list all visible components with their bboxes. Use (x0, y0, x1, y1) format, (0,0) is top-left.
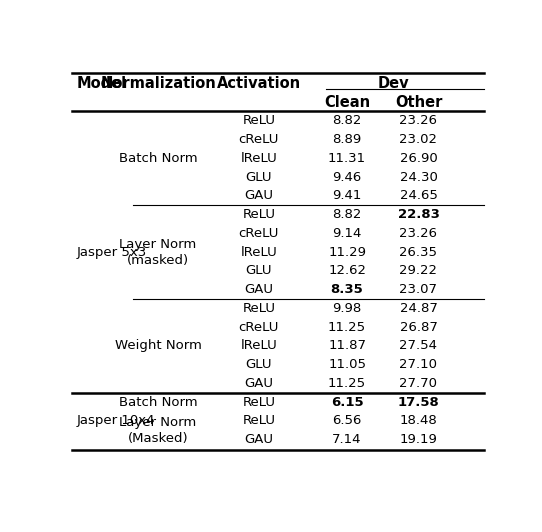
Text: Layer Norm
(masked): Layer Norm (masked) (119, 238, 197, 267)
Text: 11.31: 11.31 (328, 152, 366, 165)
Text: Batch Norm: Batch Norm (119, 152, 197, 165)
Text: GLU: GLU (246, 171, 272, 184)
Text: 9.98: 9.98 (332, 302, 362, 315)
Text: 27.10: 27.10 (399, 358, 437, 371)
Text: 9.14: 9.14 (332, 227, 362, 240)
Text: 12.62: 12.62 (328, 264, 366, 277)
Text: 27.70: 27.70 (399, 377, 437, 390)
Text: Jasper 10x4: Jasper 10x4 (76, 414, 154, 427)
Text: GLU: GLU (246, 264, 272, 277)
Text: 8.89: 8.89 (332, 133, 362, 146)
Text: 24.87: 24.87 (399, 302, 437, 315)
Text: 19.19: 19.19 (399, 433, 437, 446)
Text: ReLU: ReLU (242, 396, 275, 409)
Text: ReLU: ReLU (242, 114, 275, 128)
Text: 11.05: 11.05 (328, 358, 366, 371)
Text: Weight Norm: Weight Norm (114, 339, 202, 352)
Text: GAU: GAU (244, 189, 273, 202)
Text: 23.26: 23.26 (399, 227, 437, 240)
Text: Other: Other (395, 95, 442, 110)
Text: 26.35: 26.35 (399, 246, 437, 259)
Text: Normalization: Normalization (100, 76, 216, 91)
Text: 11.29: 11.29 (328, 246, 366, 259)
Text: 17.58: 17.58 (398, 396, 440, 409)
Text: 11.87: 11.87 (328, 339, 366, 352)
Text: 7.14: 7.14 (332, 433, 362, 446)
Text: 9.41: 9.41 (332, 189, 362, 202)
Text: Activation: Activation (217, 76, 301, 91)
Text: Batch Norm: Batch Norm (119, 396, 197, 409)
Text: GAU: GAU (244, 433, 273, 446)
Text: ReLU: ReLU (242, 302, 275, 315)
Text: Jasper 5x3: Jasper 5x3 (76, 246, 146, 259)
Text: ReLU: ReLU (242, 414, 275, 427)
Text: 26.87: 26.87 (399, 321, 437, 334)
Text: 11.25: 11.25 (328, 321, 366, 334)
Text: GLU: GLU (246, 358, 272, 371)
Text: 23.02: 23.02 (399, 133, 437, 146)
Text: 23.26: 23.26 (399, 114, 437, 128)
Text: 18.48: 18.48 (399, 414, 437, 427)
Text: 8.35: 8.35 (331, 283, 364, 296)
Text: GAU: GAU (244, 283, 273, 296)
Text: 27.54: 27.54 (399, 339, 437, 352)
Text: 29.22: 29.22 (399, 264, 437, 277)
Text: lReLU: lReLU (241, 152, 278, 165)
Text: 6.15: 6.15 (331, 396, 363, 409)
Text: 8.82: 8.82 (332, 114, 362, 128)
Text: 23.07: 23.07 (399, 283, 437, 296)
Text: 6.56: 6.56 (332, 414, 362, 427)
Text: cReLU: cReLU (238, 227, 279, 240)
Text: ReLU: ReLU (242, 208, 275, 221)
Text: Clean: Clean (324, 95, 370, 110)
Text: Model: Model (76, 76, 126, 91)
Text: 9.46: 9.46 (332, 171, 362, 184)
Text: Layer Norm
(Masked): Layer Norm (Masked) (119, 415, 197, 445)
Text: cReLU: cReLU (238, 133, 279, 146)
Text: lReLU: lReLU (241, 246, 278, 259)
Text: 11.25: 11.25 (328, 377, 366, 390)
Text: 24.30: 24.30 (399, 171, 437, 184)
Text: cReLU: cReLU (238, 321, 279, 334)
Text: 22.83: 22.83 (397, 208, 440, 221)
Text: Dev: Dev (377, 76, 409, 91)
Text: GAU: GAU (244, 377, 273, 390)
Text: 24.65: 24.65 (399, 189, 437, 202)
Text: 8.82: 8.82 (332, 208, 362, 221)
Text: 26.90: 26.90 (399, 152, 437, 165)
Text: lReLU: lReLU (241, 339, 278, 352)
